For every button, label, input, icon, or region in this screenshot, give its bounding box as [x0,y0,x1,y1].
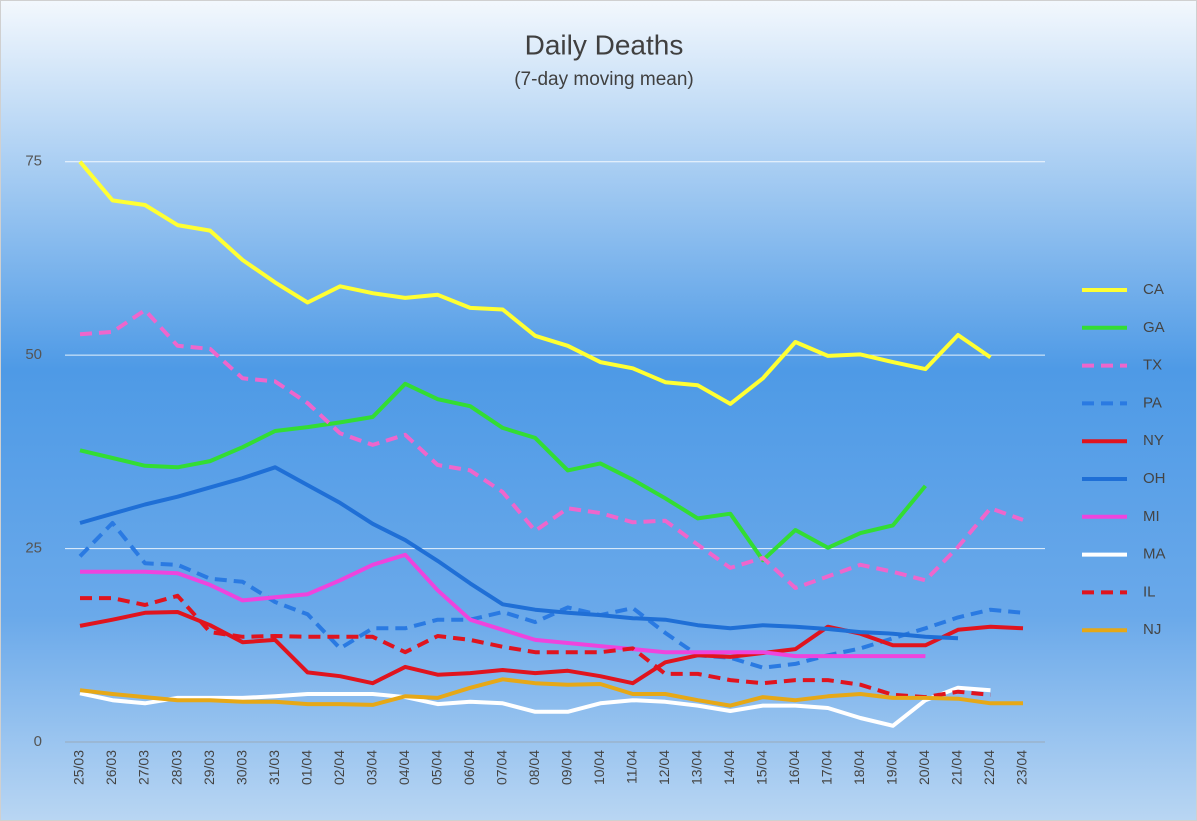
y-tick-label: 75 [25,153,42,170]
x-tick-label: 04/04 [396,750,412,785]
x-tick-label: 20/04 [916,750,932,785]
x-tick-label: 15/04 [754,750,770,785]
series-line [79,381,927,563]
x-tick-label: 08/04 [526,750,542,785]
series-line [80,552,926,659]
series-line [79,685,991,728]
legend-label: PA [1143,394,1162,411]
x-tick-label: 22/04 [981,750,997,785]
series-line [79,677,1023,708]
legend-label: TX [1143,357,1162,374]
x-tick-label: 30/03 [233,750,249,785]
legend-label: IL [1143,583,1156,600]
series-line [80,593,991,700]
y-tick-label: 25 [25,540,42,557]
series-line [79,465,959,641]
x-tick-label: 13/04 [689,750,705,785]
x-tick-label: 16/04 [786,750,802,785]
legend-label: CA [1143,281,1164,298]
x-tick-label: 27/03 [136,750,152,785]
x-tick-label: 31/03 [266,750,282,785]
series-line [79,610,1024,686]
series-line [78,160,992,406]
x-tick-label: 06/04 [461,750,477,785]
x-tick-label: 03/04 [363,750,379,785]
x-tick-label: 17/04 [819,750,835,785]
legend-label: MA [1143,546,1166,563]
x-tick-label: 28/03 [168,750,184,785]
x-tick-label: 19/04 [884,750,900,785]
chart-title: Daily Deaths [525,29,684,60]
x-tick-label: 07/04 [493,750,509,785]
legend-label: OH [1143,470,1166,487]
x-tick-label: 09/04 [558,750,574,785]
x-tick-label: 23/04 [1014,750,1030,785]
y-tick-label: 0 [34,733,42,750]
x-tick-label: 14/04 [721,750,737,785]
x-tick-label: 18/04 [851,750,867,785]
x-tick-label: 05/04 [428,750,444,785]
x-tick-label: 11/04 [623,750,639,784]
x-tick-label: 29/03 [201,750,217,785]
legend-label: NY [1143,432,1164,449]
series-line [78,521,1024,670]
x-tick-label: 01/04 [298,750,314,785]
legend-label: NJ [1143,621,1161,638]
x-tick-label: 26/03 [103,750,119,785]
x-tick-label: 10/04 [591,750,607,785]
x-tick-label: 21/04 [949,750,965,785]
x-tick-label: 25/03 [71,750,87,785]
x-tick-label: 12/04 [656,750,672,785]
x-tick-label: 02/04 [331,750,347,785]
series-line [79,308,1024,590]
legend-label: MI [1143,508,1160,525]
chart-subtitle: (7-day moving mean) [514,69,694,90]
legend-label: GA [1143,319,1165,336]
y-tick-label: 50 [25,346,42,363]
